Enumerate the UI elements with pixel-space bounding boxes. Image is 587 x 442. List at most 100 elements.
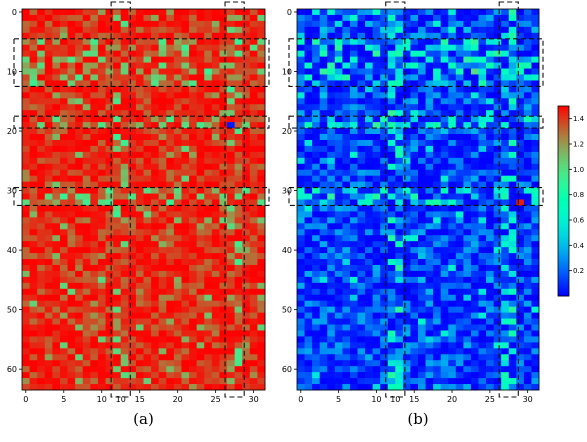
- heatmap-cell: [257, 128, 266, 135]
- heatmap-cell: [425, 169, 434, 177]
- heatmap-cell: [105, 223, 114, 230]
- heatmap-cell: [448, 193, 457, 200]
- heatmap-cell: [297, 80, 305, 87]
- heatmap-cell: [204, 270, 213, 278]
- heatmap-cell: [493, 193, 502, 200]
- heatmap-cell: [143, 270, 152, 278]
- plot-frame: [21, 8, 266, 391]
- heatmap-cell: [158, 384, 167, 391]
- heatmap-cell: [372, 300, 381, 307]
- heatmap-cell: [143, 336, 152, 343]
- heatmap-cell: [29, 199, 38, 206]
- heatmap-cell: [455, 14, 464, 22]
- heatmap-cell: [410, 26, 419, 34]
- heatmap-cell: [59, 324, 68, 331]
- heatmap-cell: [304, 270, 313, 278]
- heatmap-cell: [365, 9, 373, 16]
- heatmap-cell: [342, 199, 351, 206]
- heatmap-cell: [395, 199, 404, 206]
- heatmap-cell: [425, 181, 434, 188]
- heatmap-cell: [29, 169, 38, 177]
- heatmap-cell: [90, 372, 99, 379]
- heatmap-cell: [508, 247, 517, 254]
- heatmap-cell: [219, 366, 228, 373]
- heatmap-cell: [312, 253, 321, 260]
- heatmap-cell: [52, 80, 61, 87]
- heatmap-cell: [395, 20, 404, 28]
- heatmap-cell: [211, 378, 220, 385]
- heatmap-cell: [523, 110, 532, 117]
- heatmap-cell: [493, 110, 502, 117]
- heatmap-cell: [37, 20, 46, 28]
- x-tick-label: 20: [173, 395, 183, 404]
- heatmap-cell: [508, 288, 517, 296]
- heatmap-cell: [501, 32, 510, 40]
- heatmap-cell: [158, 187, 167, 194]
- heatmap-cell: [97, 253, 106, 260]
- heatmap-cell: [425, 32, 434, 40]
- colorbar-segment: [558, 246, 569, 249]
- heatmap-cell: [395, 264, 404, 272]
- heatmap-cell: [463, 128, 472, 135]
- heatmap-cell: [44, 270, 53, 278]
- heatmap-cell: [219, 259, 228, 266]
- heatmap-cell: [75, 50, 84, 57]
- heatmap-cell: [249, 276, 258, 284]
- heatmap-cell: [257, 211, 266, 218]
- heatmap-cell: [493, 378, 502, 385]
- heatmap-cell: [349, 116, 358, 123]
- heatmap-cell: [105, 229, 114, 236]
- heatmap-cell: [211, 32, 220, 40]
- heatmap-cell: [196, 253, 205, 260]
- heatmap-cell: [319, 151, 328, 159]
- heatmap-cell: [531, 122, 540, 129]
- heatmap-cell: [158, 348, 167, 355]
- heatmap-cell: [97, 32, 106, 40]
- heatmap-cell: [227, 384, 235, 391]
- heatmap-cell: [120, 26, 129, 34]
- heatmap-cell: [143, 50, 152, 57]
- heatmap-cell: [319, 360, 328, 367]
- heatmap-cell: [242, 44, 251, 52]
- heatmap-cell: [219, 80, 228, 87]
- heatmap-cell: [120, 342, 129, 349]
- heatmap-cell: [249, 157, 258, 165]
- heatmap-cell: [334, 312, 343, 319]
- heatmap-cell: [523, 44, 532, 52]
- heatmap-cell: [312, 294, 321, 302]
- heatmap-cell: [312, 288, 321, 296]
- heatmap-cell: [516, 193, 525, 200]
- heatmap-cell: [342, 50, 351, 57]
- heatmap-cell: [433, 44, 442, 52]
- heatmap-cell: [349, 330, 358, 337]
- heatmap-cell: [334, 32, 343, 40]
- heatmap-cell: [181, 9, 190, 16]
- heatmap-cell: [181, 300, 190, 307]
- heatmap-cell: [304, 241, 313, 248]
- heatmap-cell: [90, 38, 99, 46]
- heatmap-cell: [135, 193, 144, 200]
- heatmap-cell: [128, 175, 137, 182]
- heatmap-cell: [113, 318, 122, 325]
- heatmap-cell: [189, 384, 197, 391]
- heatmap-cell: [113, 247, 122, 254]
- heatmap-cell: [158, 163, 167, 171]
- heatmap-cell: [319, 62, 328, 69]
- heatmap-cell: [380, 360, 389, 367]
- heatmap-cell: [319, 50, 328, 57]
- heatmap-cell: [418, 366, 426, 373]
- heatmap-cell: [52, 342, 61, 349]
- heatmap-cell: [82, 384, 91, 391]
- heatmap-cell: [227, 264, 235, 272]
- heatmap-cell: [531, 241, 540, 248]
- heatmap-cell: [380, 282, 389, 290]
- heatmap-cell: [151, 360, 160, 367]
- colorbar-segment: [558, 144, 569, 147]
- heatmap-cell: [493, 360, 502, 367]
- heatmap-cell: [181, 44, 190, 52]
- heatmap-cell: [196, 80, 205, 87]
- heatmap-cell: [227, 116, 235, 123]
- heatmap-cell: [135, 68, 144, 75]
- heatmap-cell: [463, 50, 472, 57]
- heatmap-cell: [357, 74, 366, 81]
